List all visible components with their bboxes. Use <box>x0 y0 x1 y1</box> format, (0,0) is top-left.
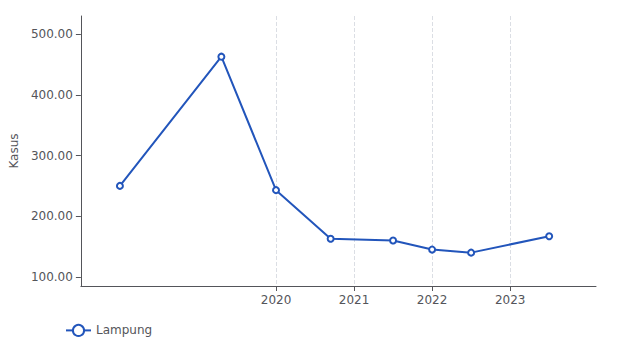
svg-text:500.00: 500.00 <box>31 27 73 41</box>
svg-text:300.00: 300.00 <box>31 149 73 163</box>
svg-text:2020: 2020 <box>261 293 292 307</box>
svg-text:100.00: 100.00 <box>31 270 73 284</box>
svg-text:2023: 2023 <box>495 293 526 307</box>
svg-text:400.00: 400.00 <box>31 88 73 102</box>
svg-text:2021: 2021 <box>339 293 370 307</box>
svg-text:2022: 2022 <box>417 293 448 307</box>
svg-text:Lampung: Lampung <box>96 323 152 337</box>
svg-text:Kasus: Kasus <box>7 133 21 168</box>
svg-text:200.00: 200.00 <box>31 209 73 223</box>
